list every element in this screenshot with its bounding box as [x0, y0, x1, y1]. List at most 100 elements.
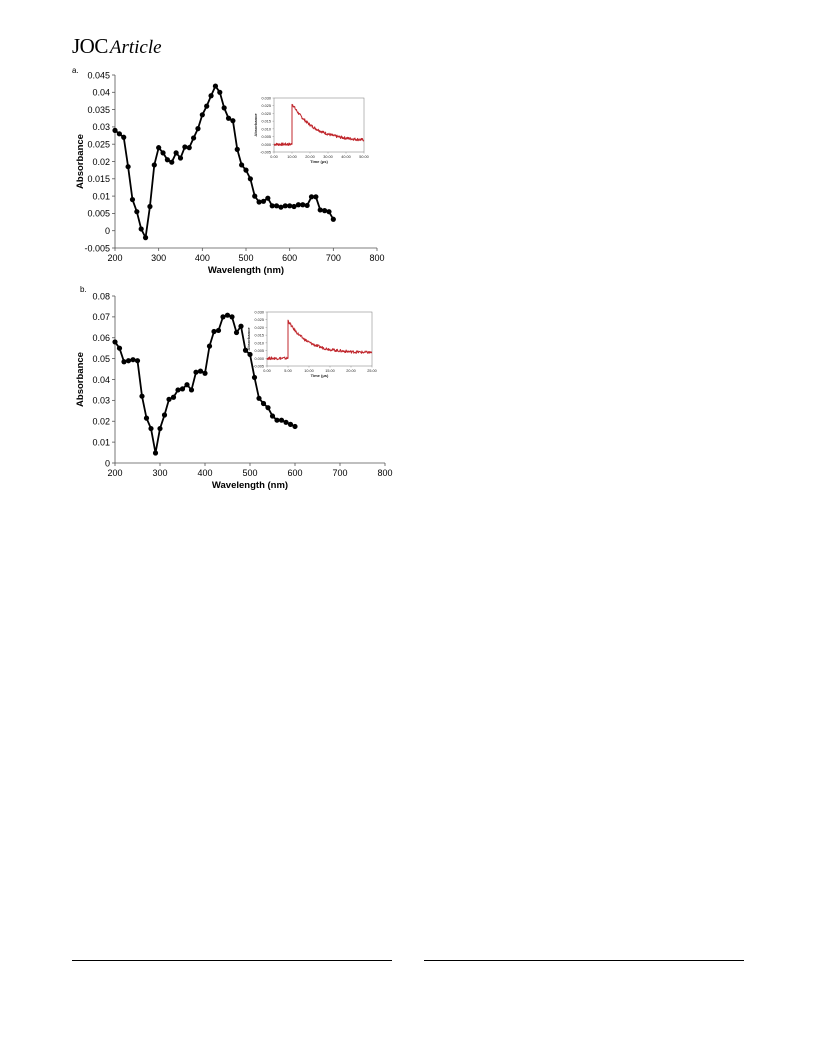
data-point	[151, 162, 157, 168]
y-tick-label: 0.01	[92, 191, 110, 201]
data-point	[139, 393, 145, 399]
data-point	[160, 150, 166, 156]
inset-y-tick-label: 0.025	[261, 104, 271, 108]
data-point	[152, 450, 159, 456]
inset-x-tick-label: 10.00	[287, 155, 297, 159]
data-point	[313, 194, 319, 200]
x-axis-title: Wavelength (nm)	[208, 265, 284, 276]
inset-y-tick-label: 0.005	[261, 135, 271, 139]
data-point	[179, 386, 186, 392]
data-point	[191, 135, 197, 141]
data-point	[147, 203, 153, 210]
x-tick-label: 300	[151, 253, 166, 263]
x-tick-label: 200	[107, 253, 122, 263]
data-point	[129, 196, 136, 203]
data-point	[317, 207, 323, 213]
data-point	[148, 425, 154, 432]
x-tick-label: 200	[107, 468, 122, 478]
data-point	[211, 328, 217, 335]
x-axis-title: Wavelength (nm)	[212, 480, 288, 491]
inset-x-tick-label: 20.00	[305, 155, 315, 159]
y-tick-label: 0.01	[92, 437, 110, 447]
panel-label: b.	[80, 285, 87, 294]
data-point	[273, 203, 280, 209]
data-point	[121, 359, 127, 365]
data-point	[295, 202, 301, 208]
data-point	[308, 194, 315, 200]
inset-x-tick-label: 20.00	[346, 369, 356, 373]
x-tick-label: 500	[242, 468, 257, 478]
inset-y-tick-label: 0.000	[261, 143, 271, 147]
y-axis-title: Absorbance	[75, 352, 86, 407]
inset-y-tick-label: 0.030	[261, 97, 271, 101]
data-point	[274, 417, 280, 423]
data-point	[292, 423, 298, 430]
data-point	[156, 145, 162, 151]
y-tick-label: 0.025	[87, 140, 110, 150]
data-point	[215, 327, 222, 334]
y-tick-label: 0.07	[92, 312, 110, 322]
inset-y-tick-label: 0.030	[254, 311, 264, 315]
inset-y-axis-title: Absorbance	[246, 327, 251, 351]
data-point	[265, 405, 271, 411]
data-point	[116, 131, 122, 137]
inset-x-tick-label: 25.00	[367, 369, 377, 373]
inset-x-tick-label: 40.00	[341, 155, 351, 159]
inset-y-tick-label: 0.000	[254, 357, 264, 361]
data-point	[199, 112, 205, 118]
data-point	[212, 83, 219, 89]
data-point	[166, 396, 172, 402]
inset-x-tick-label: 30.00	[323, 155, 333, 159]
data-point	[175, 387, 181, 393]
data-point	[247, 176, 253, 182]
chart-panel-a: a. -0.005 0 0.005 0.01 0.015 0.02 0.025 0.03 0.03…	[72, 66, 385, 276]
inset-x-tick-label: 0.00	[270, 155, 277, 159]
data-point	[260, 198, 267, 204]
data-point	[112, 339, 118, 345]
data-point	[188, 387, 195, 393]
y-tick-label: 0.02	[92, 417, 110, 427]
data-point	[269, 203, 275, 209]
data-point	[238, 323, 244, 329]
chart-panel-b: b. 0 0.01 0.02 0.03 0.04 0.05 0.06 0.07 0.08 200 30…	[75, 285, 393, 491]
y-tick-label: -0.005	[84, 243, 110, 253]
y-tick-label: 0.03	[92, 396, 110, 406]
data-point	[142, 235, 149, 241]
data-point	[260, 400, 267, 407]
data-point	[195, 126, 201, 132]
data-point	[169, 159, 175, 165]
data-point	[125, 164, 131, 170]
data-point	[247, 351, 253, 358]
x-tick-label: 600	[287, 468, 302, 478]
data-point	[224, 312, 231, 318]
data-point	[265, 195, 271, 201]
y-tick-label: 0	[105, 458, 110, 468]
inset-x-tick-label: 50.00	[359, 155, 369, 159]
y-axis-title: Absorbance	[75, 134, 86, 189]
data-point	[322, 208, 328, 214]
journal-name: JOC	[72, 34, 108, 58]
data-point	[230, 118, 236, 124]
data-point	[282, 203, 288, 209]
data-point	[239, 162, 245, 168]
data-point	[164, 157, 170, 163]
data-point	[202, 370, 208, 376]
data-point	[116, 345, 123, 351]
data-point	[143, 415, 150, 421]
data-point	[186, 145, 192, 151]
y-tick-label: 0.035	[87, 105, 110, 115]
y-tick-label: 0	[105, 226, 110, 236]
x-tick-label: 700	[326, 253, 341, 263]
y-tick-label: 0.02	[92, 157, 110, 167]
x-tick-label: 400	[197, 468, 212, 478]
data-point	[221, 105, 227, 111]
data-point	[326, 209, 332, 215]
data-point	[134, 358, 141, 364]
data-point	[206, 343, 213, 349]
data-point	[251, 374, 258, 381]
inset-y-tick-label: 0.020	[261, 112, 271, 116]
panel-label: a.	[72, 66, 79, 75]
data-point	[278, 204, 284, 210]
data-point	[217, 89, 223, 95]
data-point	[184, 382, 190, 388]
